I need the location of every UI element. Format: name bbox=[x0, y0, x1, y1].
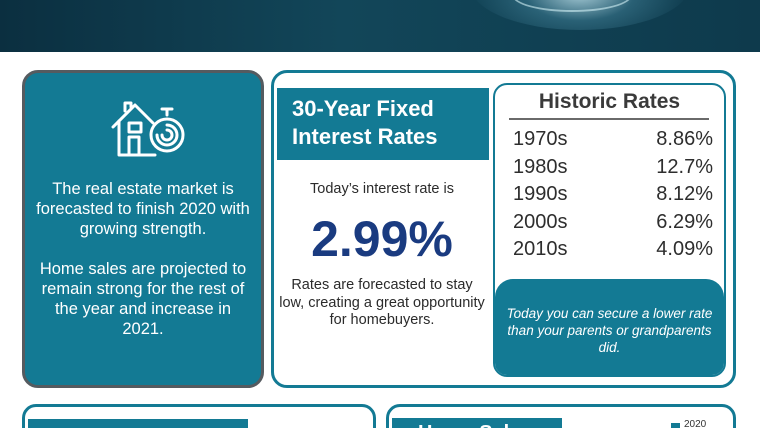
legend-label: 2020 bbox=[684, 419, 707, 428]
home-sales-card: Home Sales 2020 bbox=[386, 404, 736, 428]
house-with-timer-icon bbox=[111, 101, 185, 157]
decade-label: 2010s bbox=[513, 238, 568, 260]
legend-swatch bbox=[671, 423, 680, 428]
decade-label: 1980s bbox=[513, 155, 568, 178]
historic-rates-box: Historic Rates 1970s 8.86% 1980s 12.7% 1… bbox=[493, 83, 726, 377]
rate-value: 4.09% bbox=[656, 238, 713, 260]
rate-value: 8.86% bbox=[656, 128, 713, 150]
interest-rates-card: 30-Year Fixed Interest Rates Today’s int… bbox=[271, 70, 736, 388]
today-rate-value: 2.99% bbox=[311, 211, 453, 267]
rate-value: 8.12% bbox=[656, 183, 713, 205]
rate-value: 12.7% bbox=[656, 155, 713, 178]
bottom-left-card bbox=[22, 404, 376, 428]
bottom-left-heading-bar bbox=[28, 419, 248, 428]
historic-rate-row: 2010s 4.09% bbox=[513, 238, 713, 266]
fixed-rates-heading: 30-Year Fixed Interest Rates bbox=[277, 88, 489, 160]
rate-value: 6.29% bbox=[656, 210, 713, 233]
rates-forecast-text: Rates are forecasted to stay low, creati… bbox=[279, 277, 485, 328]
historic-rates-table: 1970s 8.86% 1980s 12.7% 1990s 8.12% 2000… bbox=[513, 128, 713, 266]
market-forecast-text: The real estate market is forecasted to … bbox=[36, 180, 250, 238]
historic-rates-note: Today you can secure a lower rate than y… bbox=[495, 279, 724, 375]
historic-rate-row: 2000s 6.29% bbox=[513, 211, 713, 239]
decade-label: 1970s bbox=[513, 128, 568, 150]
home-sales-projection-text: Home sales are projected to remain stron… bbox=[39, 260, 247, 338]
home-sales-heading: Home Sales bbox=[392, 418, 562, 428]
historic-rate-row: 1990s 8.12% bbox=[513, 183, 713, 211]
market-forecast-card: The real estate market is forecasted to … bbox=[22, 70, 264, 388]
historic-rate-row: 1970s 8.86% bbox=[513, 128, 713, 156]
decade-label: 2000s bbox=[513, 210, 568, 233]
historic-rate-row: 1980s 12.7% bbox=[513, 156, 713, 184]
decade-label: 1990s bbox=[513, 183, 568, 205]
historic-rates-divider bbox=[509, 118, 709, 120]
historic-rates-title: Historic Rates bbox=[538, 90, 681, 113]
today-rate-label: Today’s interest rate is bbox=[310, 181, 454, 197]
header-banner bbox=[0, 0, 760, 52]
